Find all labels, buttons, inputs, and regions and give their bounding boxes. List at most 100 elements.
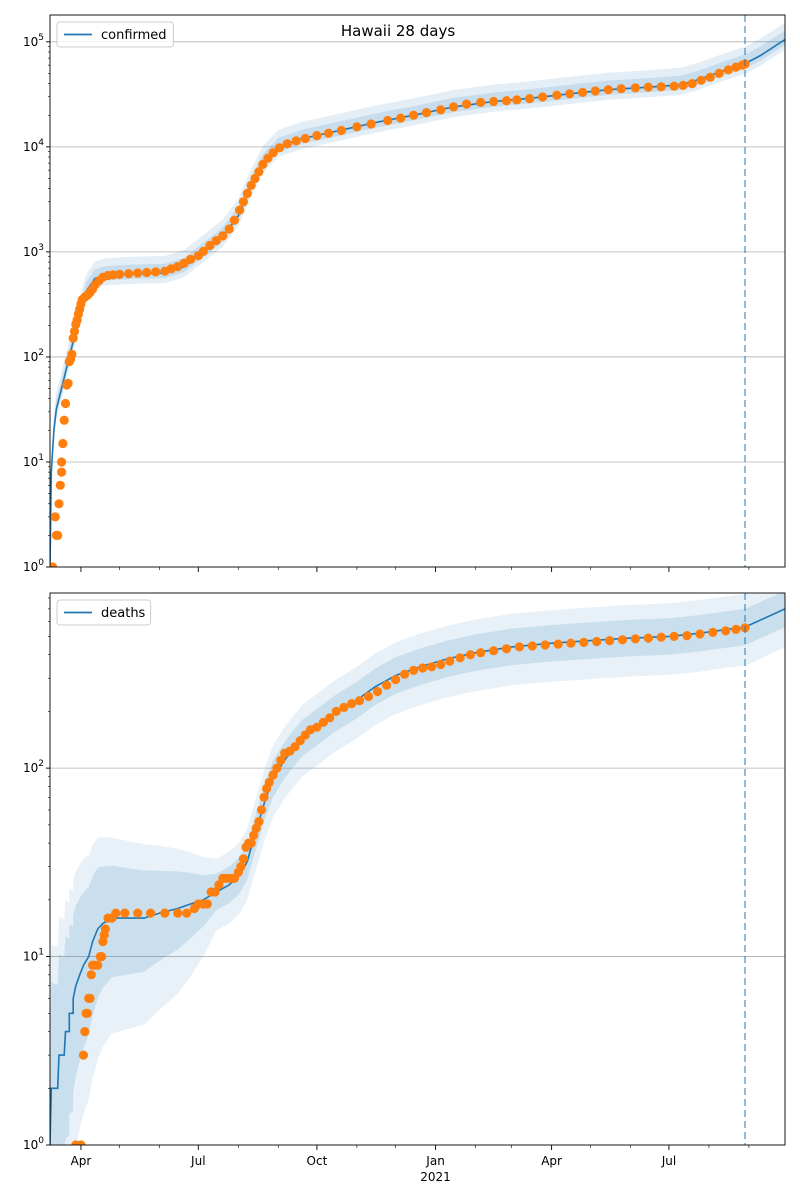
- y-tick-exponent: 1: [38, 948, 44, 958]
- observed-point: [579, 637, 589, 648]
- y-tick-base: 10: [23, 1138, 38, 1152]
- observed-point: [489, 646, 499, 656]
- observed-point: [291, 136, 301, 146]
- observed-point: [249, 830, 259, 840]
- observed-point: [354, 696, 365, 706]
- observed-point: [111, 908, 121, 918]
- axes-frame: [49, 592, 786, 1146]
- x-tick-label: Jul: [661, 1154, 676, 1168]
- legend-label: deaths: [101, 606, 146, 621]
- observed-point: [300, 133, 310, 144]
- observed-point: [115, 269, 125, 279]
- observed-point: [258, 159, 268, 169]
- observed-point: [69, 326, 80, 336]
- observed-point: [173, 908, 183, 918]
- observed-point: [57, 467, 67, 477]
- observed-point: [224, 224, 234, 234]
- observed-point: [427, 662, 437, 672]
- y-tick-base: 10: [23, 140, 38, 154]
- plot-area: [50, 22, 785, 567]
- y-tick-exponent: 0: [38, 558, 44, 568]
- observed-point: [236, 862, 246, 872]
- observed-point: [643, 82, 653, 92]
- y-tick-base: 10: [23, 455, 38, 469]
- legend-label: confirmed: [101, 28, 167, 43]
- observed-point: [318, 717, 328, 727]
- observed-point: [687, 79, 697, 89]
- observed-point: [142, 267, 152, 278]
- y-tick-exponent: 2: [38, 759, 44, 769]
- observed-point: [382, 680, 392, 690]
- x-tick-label: Oct: [307, 1154, 328, 1168]
- observed-point: [76, 1140, 86, 1145]
- observed-point: [409, 665, 419, 676]
- x-tick-label: Jul: [190, 1154, 205, 1168]
- observed-point: [366, 119, 376, 129]
- observed-point: [455, 653, 465, 663]
- observed-point: [552, 90, 562, 100]
- observed-point: [630, 83, 641, 93]
- observed-point: [85, 993, 95, 1004]
- observed-point: [339, 702, 349, 713]
- observed-point: [331, 706, 341, 717]
- y-tick-base: 10: [23, 560, 38, 574]
- legend-box: [56, 21, 174, 48]
- observed-point: [160, 908, 170, 918]
- legend-box: [56, 599, 152, 626]
- observed-point: [124, 269, 134, 279]
- observed-point: [211, 236, 221, 246]
- observed-point: [59, 415, 69, 425]
- observed-point: [268, 148, 278, 158]
- observed-point: [210, 887, 220, 897]
- observed-point: [325, 713, 335, 723]
- y-tick-label: 102: [23, 759, 44, 775]
- observed-point: [63, 378, 73, 388]
- observed-point: [272, 763, 282, 773]
- observed-point: [238, 854, 248, 864]
- observed-point: [418, 663, 428, 673]
- observed-point: [538, 92, 548, 102]
- observed-point: [525, 94, 535, 104]
- observed-point: [363, 691, 374, 702]
- observed-point: [336, 125, 346, 136]
- observed-point: [630, 634, 641, 644]
- observed-point: [714, 68, 724, 78]
- observed-point: [242, 188, 252, 199]
- observed-point: [182, 908, 192, 918]
- observed-point: [445, 656, 455, 666]
- y-tick-label: 105: [23, 33, 44, 49]
- observed-point: [312, 131, 322, 141]
- x-tick-label: Apr: [71, 1154, 92, 1168]
- y-tick-base: 10: [23, 950, 38, 964]
- observed-point: [60, 398, 71, 409]
- observed-point: [476, 97, 486, 107]
- observed-point: [617, 635, 628, 645]
- y-tick-base: 10: [23, 350, 38, 364]
- y-tick-label: 101: [23, 948, 44, 964]
- observed-point: [151, 267, 161, 277]
- observed-point: [290, 742, 300, 752]
- observed-point: [461, 99, 472, 109]
- observed-point: [678, 80, 688, 90]
- observed-point: [421, 108, 432, 118]
- observed-point: [656, 632, 666, 642]
- y-tick-label: 100: [23, 558, 44, 574]
- observed-point: [512, 95, 522, 105]
- observed-point: [57, 457, 67, 467]
- observed-point: [218, 231, 228, 241]
- y-tick-exponent: 5: [38, 33, 44, 43]
- observed-point: [708, 627, 718, 638]
- observed-point: [100, 924, 110, 934]
- observed-point: [78, 1050, 89, 1060]
- observed-point: [449, 102, 459, 112]
- y-tick-label: 101: [23, 453, 44, 469]
- observed-point: [527, 641, 537, 651]
- observed-point: [347, 699, 357, 709]
- observed-point: [198, 246, 208, 256]
- observed-point: [590, 86, 601, 96]
- observed-point: [705, 72, 715, 82]
- observed-point: [50, 562, 58, 567]
- observed-point: [656, 82, 666, 92]
- observed-point: [250, 173, 260, 184]
